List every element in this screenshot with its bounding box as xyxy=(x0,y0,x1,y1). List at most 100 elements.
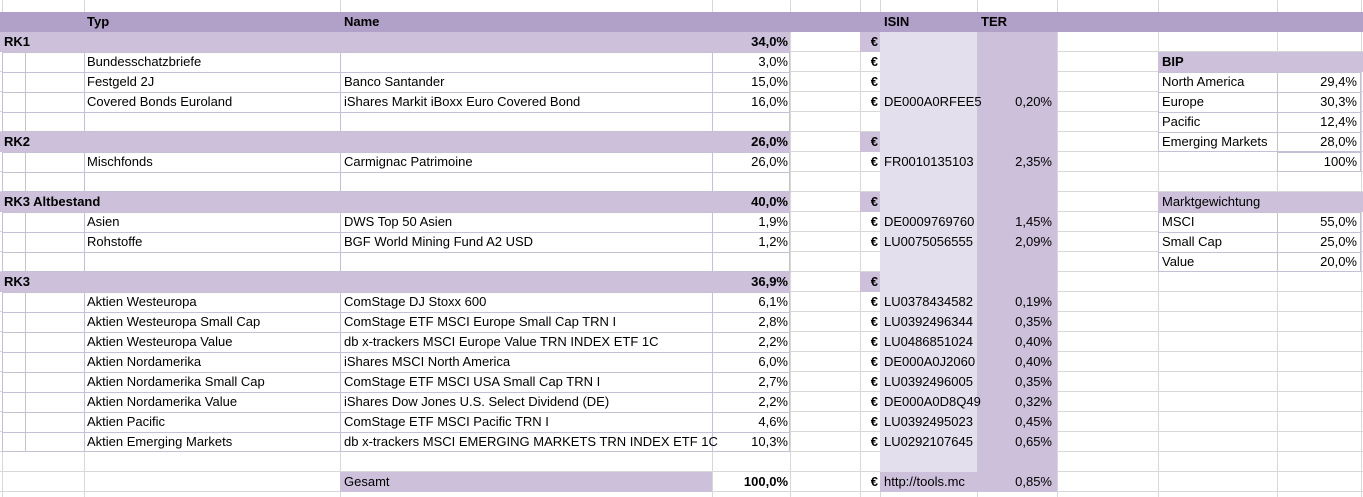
cell-pct[interactable]: 1,2% xyxy=(758,234,788,249)
total-band[interactable] xyxy=(340,472,712,492)
cell-typ[interactable]: Mischfonds xyxy=(87,154,153,169)
side-row-label[interactable]: MSCI xyxy=(1162,214,1195,229)
side-table-title[interactable]: Marktgewichtung xyxy=(1162,194,1261,209)
column-header-ter[interactable]: TER xyxy=(981,14,1007,29)
cell-isin[interactable]: FR0010135103 xyxy=(884,154,974,169)
cell-eur[interactable]: € xyxy=(870,374,878,389)
column-header-isin[interactable]: ISIN xyxy=(884,14,910,29)
cell-typ[interactable]: Aktien Westeuropa xyxy=(87,294,197,309)
cell-pct[interactable]: 1,9% xyxy=(758,214,788,229)
cell-eur[interactable]: € xyxy=(870,34,878,49)
section-band[interactable] xyxy=(0,132,790,152)
cell-typ[interactable]: Aktien Nordamerika Value xyxy=(87,394,238,409)
cell-name[interactable]: BGF World Mining Fund A2 USD xyxy=(344,234,534,249)
side-row-value[interactable]: 30,3% xyxy=(1320,94,1357,109)
cell-eur[interactable]: € xyxy=(870,54,878,69)
cell-eur[interactable]: € xyxy=(870,314,878,329)
cell-pct[interactable]: 2,2% xyxy=(758,334,788,349)
cell-name[interactable]: ComStage ETF MSCI USA Small Cap TRN I xyxy=(344,374,601,389)
cell-ter[interactable]: 0,35% xyxy=(1015,374,1052,389)
cell-pct[interactable]: 3,0% xyxy=(758,54,788,69)
side-row-value[interactable]: 28,0% xyxy=(1320,134,1357,149)
cell-typ[interactable]: Aktien Westeuropa Value xyxy=(87,334,233,349)
section-title[interactable]: RK2 xyxy=(4,134,31,149)
cell-ter[interactable]: 0,40% xyxy=(1015,334,1052,349)
total-pct[interactable]: 100,0% xyxy=(743,474,788,489)
section-band[interactable] xyxy=(0,32,790,52)
cell-name[interactable]: Carmignac Patrimoine xyxy=(344,154,473,169)
cell-pct[interactable]: 16,0% xyxy=(751,94,788,109)
cell-pct[interactable]: 6,1% xyxy=(758,294,788,309)
cell-eur[interactable]: € xyxy=(870,394,878,409)
cell-isin[interactable]: LU0392495023 xyxy=(884,414,973,429)
cell-ter[interactable]: 0,65% xyxy=(1015,434,1052,449)
cell-eur[interactable]: € xyxy=(870,154,878,169)
cell-eur[interactable]: € xyxy=(870,194,878,209)
cell-eur[interactable]: € xyxy=(870,134,878,149)
side-table-title[interactable]: BIP xyxy=(1162,54,1184,69)
cell-ter[interactable]: 2,09% xyxy=(1015,234,1052,249)
cell-ter[interactable]: 0,40% xyxy=(1015,354,1052,369)
column-header-typ[interactable]: Typ xyxy=(87,14,110,29)
cell-eur[interactable]: € xyxy=(870,434,878,449)
side-row-value[interactable]: 55,0% xyxy=(1320,214,1357,229)
section-band[interactable] xyxy=(0,272,790,292)
side-total-value[interactable]: 100% xyxy=(1323,154,1357,169)
cell-ter[interactable]: 0,19% xyxy=(1015,294,1052,309)
cell-pct[interactable]: 6,0% xyxy=(758,354,788,369)
cell-ter[interactable]: 1,45% xyxy=(1015,214,1052,229)
cell-name[interactable]: iShares Markit iBoxx Euro Covered Bond xyxy=(344,94,581,109)
cell-eur[interactable]: € xyxy=(870,74,878,89)
cell-isin[interactable]: LU0075056555 xyxy=(884,234,973,249)
cell-pct[interactable]: 40,0% xyxy=(751,194,788,209)
cell-typ[interactable]: Bundesschatzbriefe xyxy=(87,54,202,69)
column-header-name[interactable]: Name xyxy=(344,14,380,29)
cell-pct[interactable]: 4,6% xyxy=(758,414,788,429)
cell-pct[interactable]: 2,8% xyxy=(758,314,788,329)
cell-name[interactable]: ComStage DJ Stoxx 600 xyxy=(344,294,487,309)
cell-ter[interactable]: 0,35% xyxy=(1015,314,1052,329)
cell-typ[interactable]: Festgeld 2J xyxy=(87,74,155,89)
side-row-label[interactable]: Europe xyxy=(1162,94,1204,109)
cell-name[interactable]: db x-trackers MSCI Europe Value TRN INDE… xyxy=(344,334,659,349)
cell-isin[interactable]: LU0486851024 xyxy=(884,334,973,349)
cell-pct[interactable]: 36,9% xyxy=(751,274,788,289)
total-ter[interactable]: 0,85% xyxy=(1015,474,1052,489)
section-title[interactable]: RK1 xyxy=(4,34,31,49)
cell-name[interactable]: iShares Dow Jones U.S. Select Dividend (… xyxy=(344,394,610,409)
cell-isin[interactable]: DE000A0J2060 xyxy=(884,354,976,369)
side-row-value[interactable]: 29,4% xyxy=(1320,74,1357,89)
cell-pct[interactable]: 10,3% xyxy=(751,434,788,449)
cell-name[interactable]: iShares MSCI North America xyxy=(344,354,511,369)
cell-typ[interactable]: Aktien Nordamerika xyxy=(87,354,202,369)
cell-isin[interactable]: LU0292107645 xyxy=(884,434,973,449)
cell-eur[interactable]: € xyxy=(870,94,878,109)
cell-isin[interactable]: LU0392496005 xyxy=(884,374,973,389)
cell-eur[interactable]: € xyxy=(870,354,878,369)
cell-pct[interactable]: 26,0% xyxy=(751,134,788,149)
total-url[interactable]: http://tools.mc xyxy=(884,474,965,489)
cell-typ[interactable]: Rohstoffe xyxy=(87,234,143,249)
cell-pct[interactable]: 2,7% xyxy=(758,374,788,389)
cell-name[interactable]: ComStage ETF MSCI Pacific TRN I xyxy=(344,414,549,429)
cell-pct[interactable]: 34,0% xyxy=(751,34,788,49)
cell-eur[interactable]: € xyxy=(870,274,878,289)
side-row-label[interactable]: Emerging Markets xyxy=(1162,134,1268,149)
cell-eur[interactable]: € xyxy=(870,474,878,489)
cell-typ[interactable]: Covered Bonds Euroland xyxy=(87,94,233,109)
side-row-value[interactable]: 20,0% xyxy=(1320,254,1357,269)
cell-name[interactable]: Banco Santander xyxy=(344,74,445,89)
cell-ter[interactable]: 0,20% xyxy=(1015,94,1052,109)
cell-pct[interactable]: 26,0% xyxy=(751,154,788,169)
cell-typ[interactable]: Asien xyxy=(87,214,120,229)
cell-pct[interactable]: 15,0% xyxy=(751,74,788,89)
cell-ter[interactable]: 2,35% xyxy=(1015,154,1052,169)
cell-isin[interactable]: DE000A0D8Q49 xyxy=(884,394,981,409)
cell-name[interactable]: ComStage ETF MSCI Europe Small Cap TRN I xyxy=(344,314,617,329)
cell-typ[interactable]: Aktien Nordamerika Small Cap xyxy=(87,374,265,389)
side-table-header[interactable] xyxy=(1158,52,1363,72)
cell-typ[interactable]: Aktien Pacific xyxy=(87,414,166,429)
cell-ter[interactable]: 0,32% xyxy=(1015,394,1052,409)
total-label[interactable]: Gesamt xyxy=(344,474,390,489)
cell-typ[interactable]: Aktien Westeuropa Small Cap xyxy=(87,314,261,329)
